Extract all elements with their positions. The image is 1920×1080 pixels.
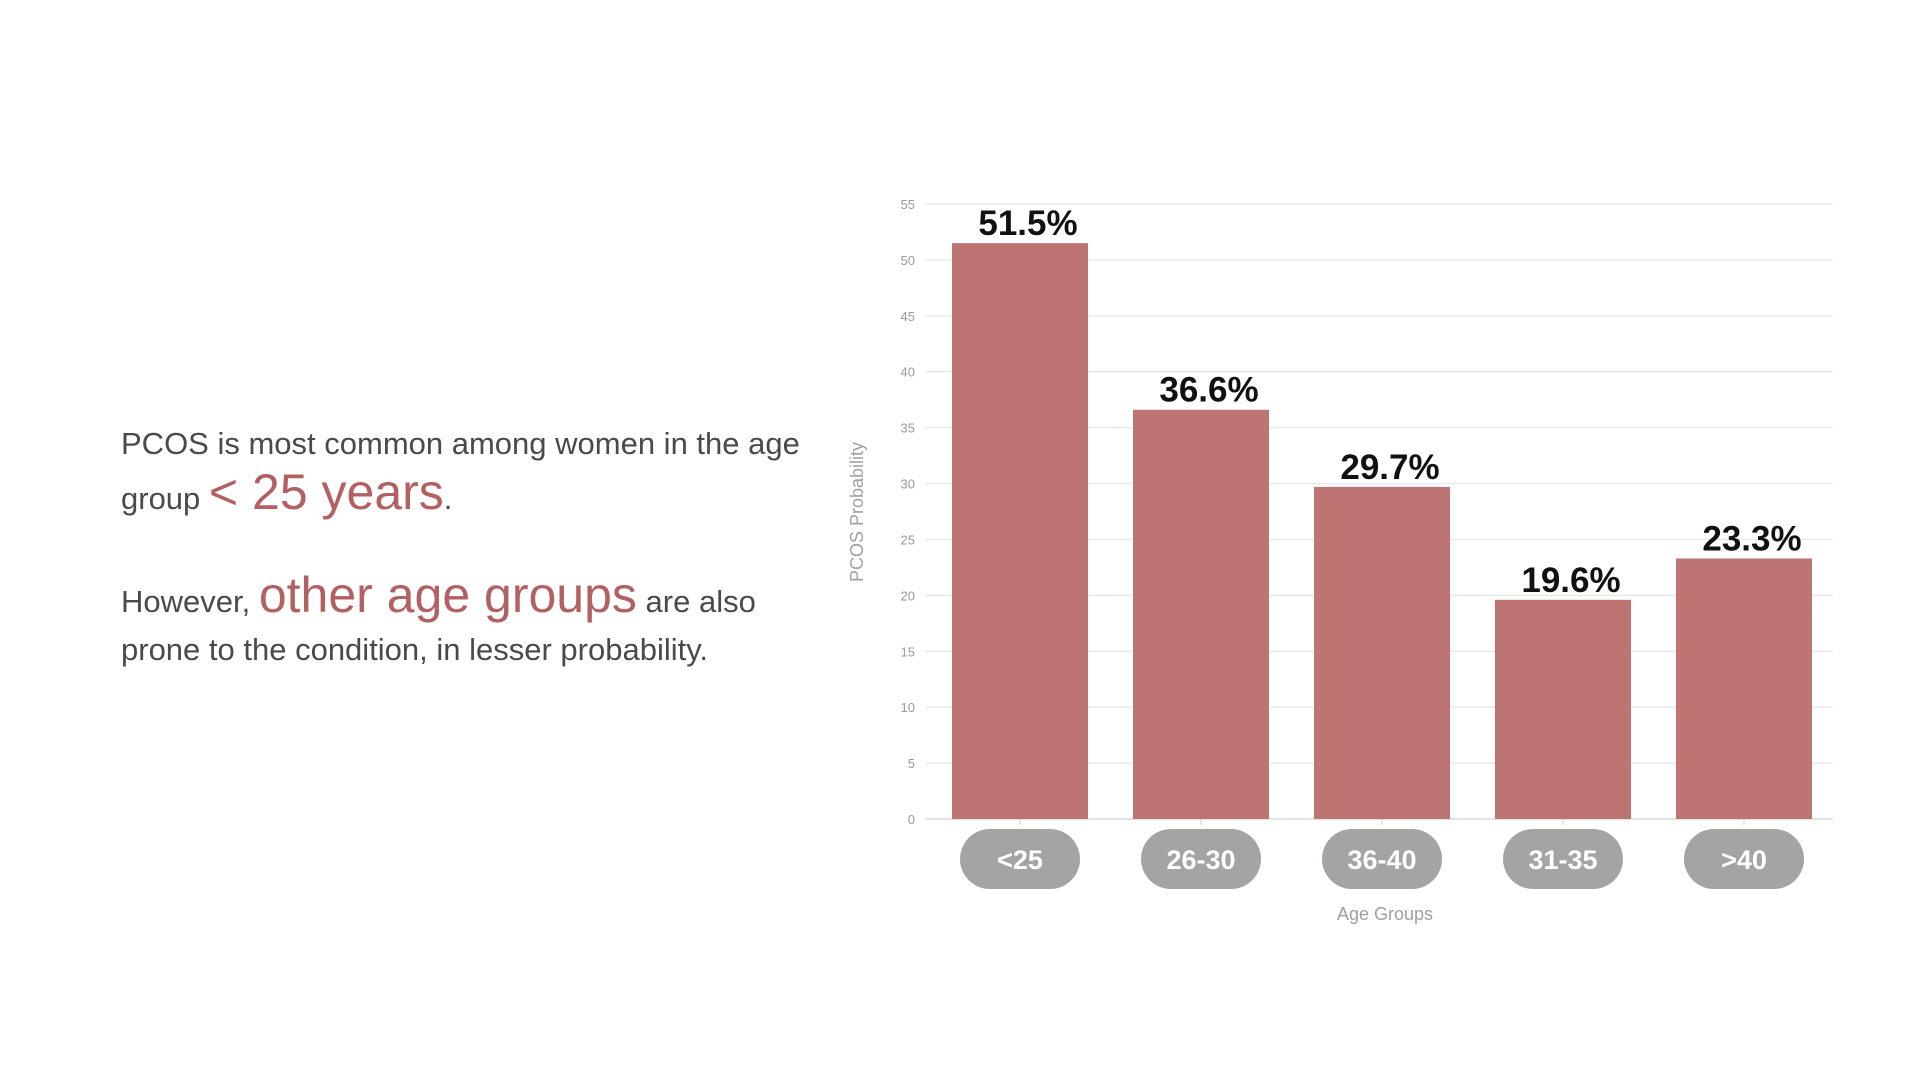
para2-highlight: other age groups bbox=[258, 567, 637, 623]
category-label: 26-30 bbox=[1166, 845, 1235, 875]
bars bbox=[952, 243, 1812, 820]
bar-value-labels: 51.5% 36.6% 29.7% 19.6% 23.3% bbox=[978, 204, 1801, 600]
category-pill bbox=[1141, 829, 1261, 889]
y-tick-label: 50 bbox=[901, 253, 915, 268]
y-tick-label: 40 bbox=[901, 365, 915, 380]
bar-value-label: 19.6% bbox=[1521, 561, 1620, 600]
category-pill bbox=[1684, 829, 1804, 889]
category-pill bbox=[1503, 829, 1623, 889]
category-label: 31-35 bbox=[1528, 845, 1597, 875]
para1-suffix: . bbox=[443, 481, 453, 516]
x-axis-title: Age Groups bbox=[1337, 904, 1433, 924]
bar bbox=[952, 243, 1088, 820]
category-label: <25 bbox=[997, 845, 1043, 875]
category-label: >40 bbox=[1721, 845, 1767, 875]
y-tick-label: 0 bbox=[908, 812, 915, 827]
y-tick-label: 15 bbox=[901, 644, 915, 659]
y-tick-label: 55 bbox=[901, 197, 915, 212]
y-tick-label: 30 bbox=[901, 477, 915, 492]
insight-paragraph-1: PCOS is most common among women in the a… bbox=[121, 420, 801, 523]
category-pill bbox=[1322, 829, 1442, 889]
y-tick-label: 25 bbox=[901, 532, 915, 547]
bar-value-label: 23.3% bbox=[1702, 519, 1801, 558]
y-axis-title: PCOS Probability bbox=[847, 442, 867, 582]
insight-text: PCOS is most common among women in the a… bbox=[121, 420, 801, 674]
y-axis-ticks: 0 5 10 15 20 25 30 35 40 45 50 55 bbox=[901, 197, 915, 827]
bar-value-label: 36.6% bbox=[1159, 371, 1258, 410]
bar-value-label: 29.7% bbox=[1340, 448, 1439, 487]
para2-prefix: However, bbox=[121, 584, 251, 619]
category-pill bbox=[960, 829, 1080, 889]
y-tick-label: 20 bbox=[901, 588, 915, 603]
para2-suffix: are also prone to the condition, in less… bbox=[121, 584, 756, 667]
bar-value-label: 51.5% bbox=[978, 204, 1077, 243]
para1-highlight: < 25 years bbox=[208, 464, 444, 520]
y-tick-label: 10 bbox=[901, 700, 915, 715]
x-axis-categories: <25 26-30 36-40 31-35 >40 bbox=[960, 819, 1804, 889]
bar bbox=[1133, 409, 1269, 819]
category-label: 36-40 bbox=[1347, 845, 1416, 875]
y-tick-label: 35 bbox=[901, 421, 915, 436]
bar bbox=[1314, 486, 1450, 819]
y-tick-label: 5 bbox=[908, 756, 915, 771]
bar bbox=[1676, 558, 1812, 819]
bar bbox=[1495, 599, 1631, 819]
insight-paragraph-2: However, other age groups are also prone… bbox=[121, 570, 801, 674]
y-tick-label: 45 bbox=[901, 309, 915, 324]
para1-prefix: PCOS is most common among women in the a… bbox=[121, 426, 800, 516]
